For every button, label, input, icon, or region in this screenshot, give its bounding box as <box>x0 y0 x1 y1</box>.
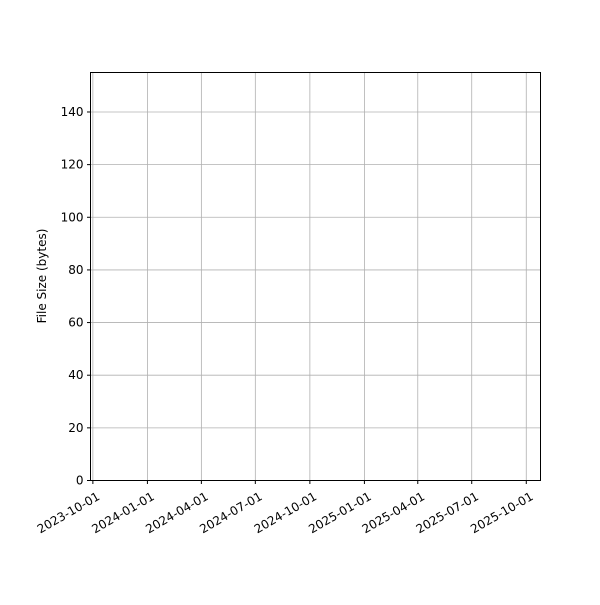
y-tick-label: 40 <box>68 368 83 382</box>
y-tick-label: 60 <box>68 316 83 330</box>
y-axis-label: File Size (bytes) <box>35 229 49 324</box>
y-tick-label: 140 <box>61 105 84 119</box>
y-tick-label: 100 <box>61 210 84 224</box>
grid <box>90 72 541 481</box>
y-tick-label: 0 <box>76 474 84 488</box>
x-axis: 2023-10-012024-01-012024-04-012024-07-01… <box>35 480 536 536</box>
y-axis: 0 20 40 60 80 100 120 140 <box>61 105 91 488</box>
axes-frame <box>90 72 541 481</box>
y-tick-label: 120 <box>61 158 84 172</box>
y-tick-label: 20 <box>68 421 83 435</box>
x-tick-label: 2025-10-01 <box>468 489 535 536</box>
y-tick-label: 80 <box>68 263 83 277</box>
